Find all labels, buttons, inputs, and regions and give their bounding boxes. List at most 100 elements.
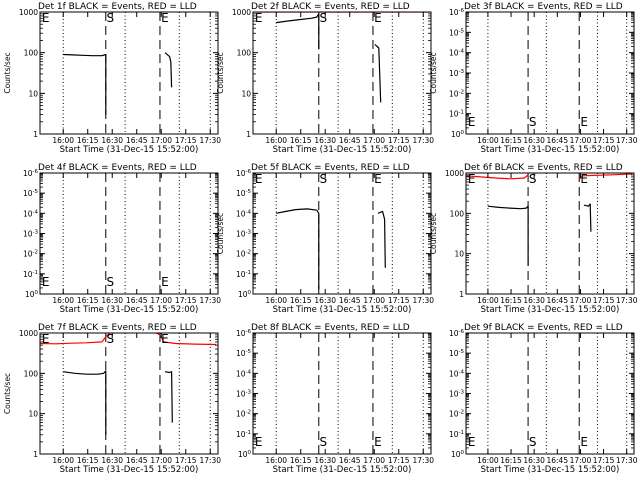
series-events: [63, 53, 107, 115]
series-lld: [578, 173, 633, 180]
x-tick-label: 16:45: [339, 136, 361, 145]
marker-e: E: [374, 11, 382, 25]
axes-frame: [252, 332, 432, 455]
x-tick-label: 16:00: [265, 456, 287, 465]
series-events: [63, 370, 107, 435]
y-axis-label: Counts/sec: [3, 52, 12, 93]
x-tick-label: 17:15: [175, 456, 197, 465]
y-tick-label: 10-1: [449, 110, 464, 119]
panel-title: Det 5f BLACK = Events, RED = LLD: [251, 163, 410, 173]
y-tick-label: 100: [238, 290, 252, 299]
x-axis-label: Start Time (31-Dec-15 15:52:00): [60, 305, 199, 315]
x-tick-label: 16:45: [546, 296, 568, 305]
y-axis-label: Counts/sec: [216, 52, 225, 93]
y-tick-label: 1: [33, 130, 38, 139]
y-tick-label: 1000: [19, 8, 38, 17]
x-tick-label: 16:30: [101, 296, 123, 305]
y-tick-label: 10-2: [236, 250, 251, 259]
series-events: [164, 371, 173, 423]
marker-s: S: [320, 11, 328, 25]
x-tick-label: 16:00: [265, 136, 287, 145]
axes-frame: [39, 172, 219, 295]
y-axis-label: Counts/sec: [429, 213, 438, 254]
y-tick-label: 10-4: [236, 369, 252, 378]
series-lld: [40, 333, 111, 345]
marker-e: E: [468, 115, 476, 129]
x-tick-label: 17:15: [593, 296, 615, 305]
x-tick-label: 16:15: [290, 456, 312, 465]
x-tick-label: 16:15: [77, 136, 99, 145]
y-tick-label: 10-6: [449, 8, 465, 17]
x-tick-label: 17:15: [388, 296, 410, 305]
x-tick-label: 17:15: [593, 136, 615, 145]
x-axis-label: Start Time (31-Dec-15 15:52:00): [273, 465, 412, 475]
y-tick-label: 10-4: [23, 209, 39, 218]
plot-area: [487, 12, 628, 134]
y-tick-label: 10: [28, 89, 38, 98]
x-tick-label: 17:00: [570, 136, 592, 145]
x-tick-label: 17:00: [150, 136, 172, 145]
y-tick-label: 10-2: [449, 410, 464, 419]
y-tick-label: 10-1: [23, 270, 38, 279]
marker-e: E: [580, 115, 588, 129]
y-tick-label: 10-6: [236, 329, 252, 338]
panel-title: Det 7f BLACK = Events, RED = LLD: [38, 323, 197, 333]
x-tick-label: 16:45: [339, 456, 361, 465]
marker-e: E: [255, 11, 263, 25]
x-tick-label: 17:15: [388, 136, 410, 145]
axes-frame: [465, 172, 635, 295]
x-tick-label: 16:15: [500, 136, 522, 145]
x-tick-label: 16:45: [126, 136, 148, 145]
y-tick-label: 10-3: [449, 69, 465, 78]
y-axis-label: Counts/sec: [216, 213, 225, 254]
x-tick-label: 17:15: [175, 136, 197, 145]
x-tick-label: 17:30: [412, 296, 434, 305]
y-tick-label: 10-4: [236, 209, 252, 218]
y-tick-label: 10-3: [236, 390, 252, 399]
y-tick-label: 10-2: [236, 410, 251, 419]
marker-e: E: [468, 172, 476, 186]
series-lld: [155, 333, 217, 346]
marker-s: S: [320, 172, 328, 186]
marker-e: E: [161, 11, 169, 25]
series-events: [583, 203, 592, 232]
x-tick-label: 16:45: [546, 456, 568, 465]
marker-e: E: [42, 332, 50, 346]
x-tick-label: 17:30: [199, 136, 221, 145]
y-tick-label: 10-5: [236, 189, 252, 198]
y-tick-label: 100: [24, 369, 39, 378]
y-tick-label: 1: [459, 290, 464, 299]
x-tick-label: 17:00: [363, 456, 385, 465]
y-tick-label: 10-3: [23, 230, 39, 239]
y-tick-label: 100: [25, 290, 39, 299]
series-lld: [466, 174, 529, 180]
x-tick-label: 16:00: [477, 296, 499, 305]
plot-area: [275, 173, 424, 294]
plot-area: [40, 333, 217, 454]
axes-frame: [39, 332, 219, 455]
y-tick-label: 10: [241, 89, 251, 98]
y-tick-label: 1000: [445, 169, 464, 178]
series-events: [487, 205, 529, 266]
y-tick-label: 10-1: [236, 430, 251, 439]
x-tick-label: 16:15: [500, 456, 522, 465]
panel-title: Det 6f BLACK = Events, RED = LLD: [464, 163, 623, 173]
x-axis-label: Start Time (31-Dec-15 15:52:00): [481, 145, 620, 155]
x-tick-label: 16:30: [314, 136, 336, 145]
x-tick-label: 16:15: [77, 296, 99, 305]
x-tick-label: 16:45: [126, 456, 148, 465]
x-tick-label: 16:00: [52, 136, 74, 145]
marker-s: S: [529, 435, 537, 449]
x-axis-label: Start Time (31-Dec-15 15:52:00): [481, 305, 620, 315]
x-axis-label: Start Time (31-Dec-15 15:52:00): [60, 465, 199, 475]
y-tick-label: 10-2: [449, 89, 464, 98]
marker-s: S: [107, 332, 115, 346]
marker-e: E: [255, 435, 263, 449]
marker-s: S: [529, 115, 537, 129]
panel-title: Det 1f BLACK = Events, RED = LLD: [38, 2, 197, 12]
x-tick-label: 16:30: [101, 136, 123, 145]
series-events: [276, 13, 320, 50]
